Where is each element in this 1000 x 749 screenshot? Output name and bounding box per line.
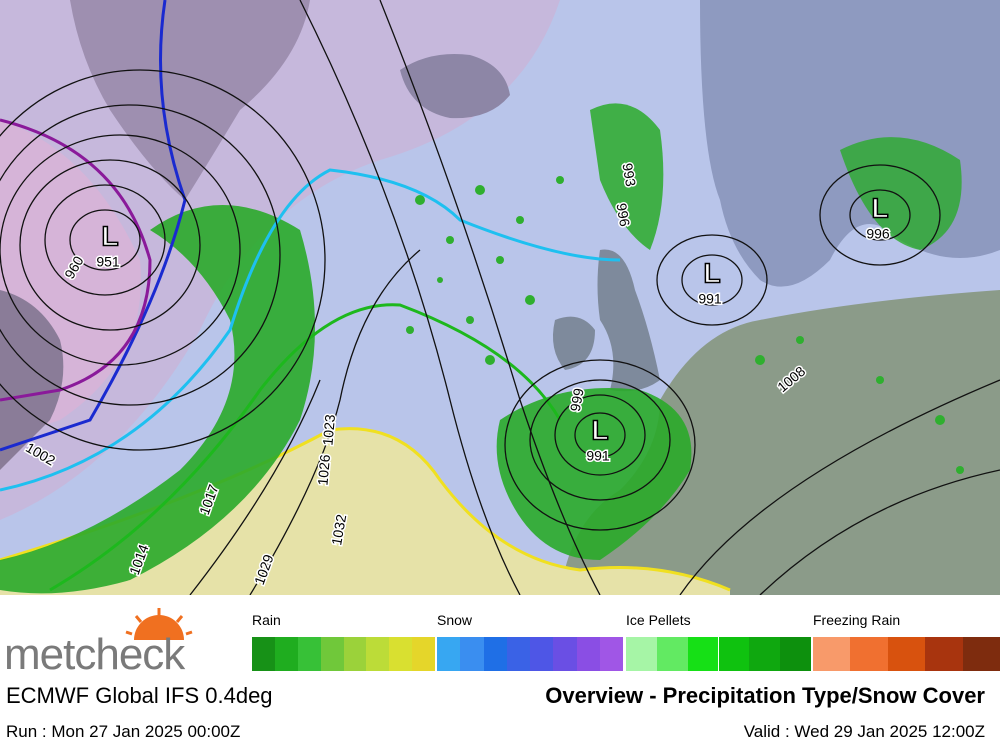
thickness-line <box>0 168 621 492</box>
logo-sun <box>125 608 193 640</box>
legend-swatch <box>366 637 390 671</box>
isobar-label: 1026 <box>314 453 333 486</box>
legend-swatch <box>343 637 367 671</box>
logo-text: metcheck <box>4 630 185 679</box>
ireland <box>552 316 595 370</box>
chart-title: Overview - Precipitation Type/Snow Cover <box>545 683 985 708</box>
thickness-line <box>0 0 187 452</box>
britain <box>597 249 660 392</box>
legend-swatch <box>274 637 298 671</box>
legend-swatch <box>962 637 1000 671</box>
thickness-line <box>49 303 562 592</box>
legend-swatch <box>437 637 461 671</box>
legend-swatch <box>887 637 926 671</box>
isobar-label: 1023 <box>319 413 338 446</box>
run-time: Run : Mon 27 Jan 2025 00:00Z <box>6 722 241 741</box>
showers <box>406 176 964 474</box>
isobar-label: 999 <box>567 387 587 413</box>
isobars <box>0 0 1000 595</box>
legend-swatch <box>320 637 344 671</box>
rain-band <box>0 205 315 594</box>
logo: metcheck <box>4 602 230 679</box>
subtropics <box>0 428 730 595</box>
low-symbol: L <box>871 192 888 223</box>
legend-swatch <box>576 637 600 671</box>
thickness-line <box>0 118 152 402</box>
canada <box>0 290 64 470</box>
legend-swatch <box>297 637 321 671</box>
legend-swatch <box>389 637 413 671</box>
isobar-label: 993 <box>619 162 639 188</box>
low-symbol: L <box>591 414 608 445</box>
legend-label: Rain <box>252 612 281 628</box>
continent <box>560 290 1000 595</box>
legend-label: Ice Pellets <box>626 612 691 628</box>
legend-swatch <box>530 637 554 671</box>
legend-swatch <box>553 637 577 671</box>
rain-band <box>496 388 692 560</box>
greenland <box>70 0 310 200</box>
legend-swatch <box>749 637 781 671</box>
legend-swatch <box>850 637 888 671</box>
legend-swatch <box>626 637 657 671</box>
legend-swatch <box>460 637 484 671</box>
legend-swatch <box>252 637 275 671</box>
iceland <box>400 54 510 119</box>
legend-swatch <box>813 637 851 671</box>
legend-swatch <box>718 637 750 671</box>
valid-time: Valid : Wed 29 Jan 2025 12:00Z <box>743 722 985 741</box>
legend-swatch <box>780 637 811 671</box>
model-name: ECMWF Global IFS 0.4deg <box>6 683 273 708</box>
legend-label: Freezing Rain <box>813 612 901 628</box>
legend-swatch <box>687 637 719 671</box>
isobar-label: 996 <box>613 202 633 228</box>
legend-swatch <box>599 637 623 671</box>
low-pressure: 991 <box>586 448 610 464</box>
low-pressure: 991 <box>698 291 722 307</box>
legend-swatch <box>412 637 435 671</box>
legend-swatch <box>506 637 530 671</box>
rain-band <box>590 103 664 250</box>
legend-label: Snow <box>437 612 473 628</box>
low-symbol: L <box>101 220 118 251</box>
low-pressure: 951 <box>96 254 120 270</box>
legend-swatch <box>925 637 963 671</box>
legend-swatch <box>656 637 688 671</box>
legend-swatch <box>483 637 507 671</box>
low-pressure: 996 <box>866 226 890 242</box>
low-symbol: L <box>703 257 720 288</box>
